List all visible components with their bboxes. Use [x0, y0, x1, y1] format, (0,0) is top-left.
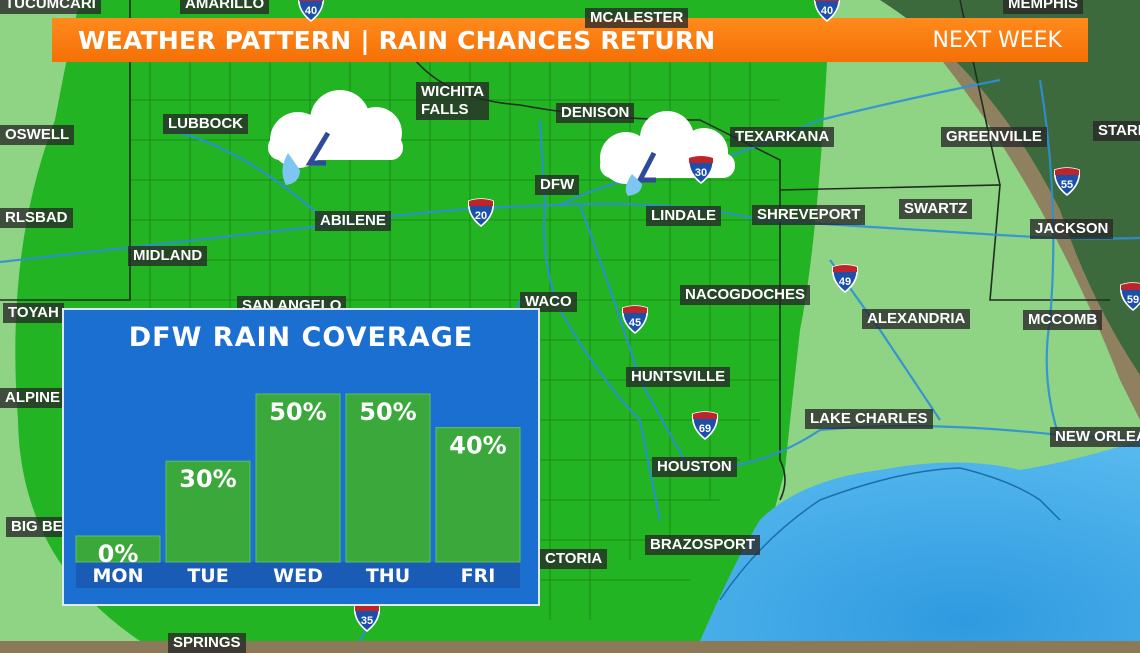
city-label-shreveport: SHREVEPORT — [752, 205, 866, 225]
city-label-memphis: MEMPHIS — [1003, 0, 1084, 14]
city-label-jackson: JACKSON — [1030, 219, 1114, 239]
interstate-shield-icon: 59 — [1119, 282, 1140, 311]
city-label-texarkana: TEXARKANA — [730, 127, 835, 147]
dry-region-northeast — [880, 0, 1140, 375]
city-label-abilene: ABILENE — [315, 211, 391, 231]
category-label: TUE — [187, 565, 228, 587]
bar-value-label: 50% — [269, 398, 326, 426]
city-label-waco: WACO — [520, 292, 577, 312]
interstate-shield-icon: 35 — [353, 603, 381, 632]
interstate-shield-icon: 55 — [1053, 167, 1081, 196]
city-label-nacogdoches: NACOGDOCHES — [680, 285, 811, 305]
bar-thu — [345, 393, 431, 563]
city-label-new-orlea: NEW ORLEA — [1050, 427, 1140, 447]
city-label-denison: DENISON — [556, 103, 635, 123]
bar-value-label: 40% — [449, 432, 506, 460]
rain-coverage-panel: DFW RAIN COVERAGE 0% MON 30% TUE 50% WED 50% TH… — [62, 308, 540, 606]
city-label-lindale: LINDALE — [646, 206, 721, 226]
interstate-number: 45 — [629, 317, 641, 329]
city-label-big-be: BIG BE — [6, 517, 68, 537]
city-label-toyah: TOYAH — [3, 303, 64, 323]
banner-timeframe: NEXT WEEK — [932, 27, 1062, 53]
interstate-number: 49 — [839, 276, 851, 288]
bar-mon — [75, 535, 161, 563]
header-banner: WEATHER PATTERN | RAIN CHANCES RETURN NE… — [52, 18, 1088, 62]
interstate-shield-icon: 49 — [831, 264, 859, 293]
bar-value-label: 30% — [179, 465, 236, 493]
interstate-number: 40 — [821, 5, 833, 17]
city-label-rlsbad: RLSBAD — [0, 208, 73, 228]
bar-value-label: 50% — [359, 398, 416, 426]
x-axis-band — [76, 562, 520, 588]
interstate-number: 40 — [305, 5, 317, 17]
gulf-of-mexico — [700, 440, 1140, 641]
city-label-brazosport: BRAZOSPORT — [645, 535, 760, 555]
city-label-mccomb: MCCOMB — [1023, 310, 1103, 330]
city-label-dfw: DFW — [535, 175, 580, 195]
rain-cloud-icon — [268, 90, 403, 185]
city-label-wichita-falls: WICHITA FALLS — [416, 82, 490, 120]
city-label-oswell: OSWELL — [0, 125, 75, 145]
banner-title: WEATHER PATTERN | RAIN CHANCES RETURN — [78, 25, 716, 55]
city-label-midland: MIDLAND — [128, 246, 208, 266]
city-label-alexandria: ALEXANDRIA — [862, 309, 971, 329]
city-label-ctoria: CTORIA — [540, 549, 608, 569]
city-label-alpine: ALPINE — [0, 388, 66, 408]
city-label-lubbock: LUBBOCK — [163, 114, 248, 134]
city-label-lake-charles: LAKE CHARLES — [805, 409, 933, 429]
category-label: MON — [93, 565, 144, 587]
interstate-shield-icon: 45 — [621, 305, 649, 334]
interstate-shield-icon: 30 — [687, 155, 715, 184]
category-label: FRI — [461, 565, 496, 587]
coastline — [719, 467, 1061, 601]
city-label-stark: STARK — [1093, 121, 1140, 141]
interstate-number: 55 — [1061, 179, 1073, 191]
chart-title: DFW RAIN COVERAGE — [128, 322, 474, 353]
bar-value-label: 0% — [98, 540, 139, 568]
interstate-shield-icon: 40 — [813, 0, 841, 22]
interstate-shield-icon: 20 — [467, 198, 495, 227]
city-label-tucumcari: TUCUMCARI — [0, 0, 101, 14]
city-label-greenville: GREENVILLE — [941, 127, 1047, 147]
city-label-swartz: SWARTZ — [899, 199, 973, 219]
city-label-amarillo: AMARILLO — [180, 0, 270, 14]
interstate-number: 30 — [695, 167, 707, 179]
interstate-number: 20 — [475, 210, 487, 222]
city-label-houston: HOUSTON — [652, 457, 737, 477]
interstate-number: 35 — [361, 615, 373, 627]
bar-wed — [255, 393, 341, 563]
interstate-shield-icon: 40 — [297, 0, 325, 22]
interstate-shield-icon: 69 — [691, 411, 719, 440]
bar-fri — [435, 427, 521, 563]
city-label-huntsville: HUNTSVILLE — [626, 367, 731, 387]
bar-tue — [165, 460, 251, 563]
city-label-mcalester: MCALESTER — [585, 8, 689, 28]
rain-coverage-chart: 0%MON 30% TUE 50% WED 50% THU 40% FRI — [75, 393, 521, 588]
category-label: WED — [273, 565, 323, 587]
city-label-springs: SPRINGS — [168, 633, 246, 653]
category-label: THU — [366, 565, 410, 587]
interstate-number: 69 — [699, 423, 711, 435]
interstate-number: 59 — [1127, 294, 1139, 306]
